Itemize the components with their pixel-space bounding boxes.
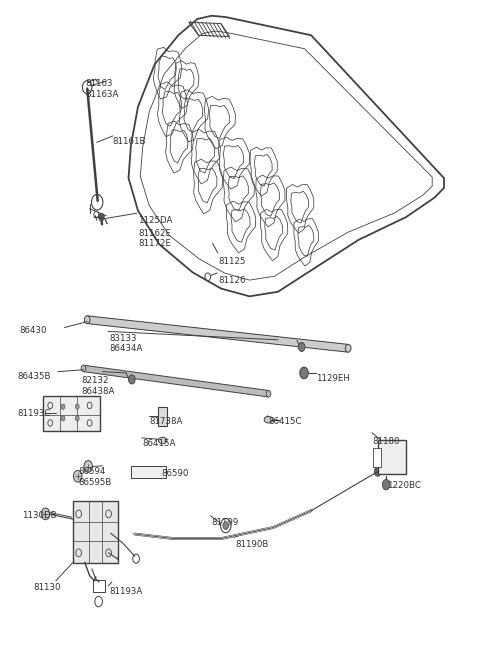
Text: 82132
86438A: 82132 86438A [81, 376, 114, 396]
Circle shape [84, 316, 90, 324]
Text: 81162E
81172E: 81162E 81172E [138, 229, 171, 248]
Text: 81163
81163A: 81163 81163A [86, 79, 119, 99]
Text: 81125: 81125 [219, 257, 246, 267]
Circle shape [374, 467, 381, 476]
Circle shape [61, 416, 65, 421]
Text: 81161B: 81161B [112, 137, 145, 146]
Circle shape [300, 367, 308, 379]
Circle shape [266, 390, 271, 397]
Ellipse shape [264, 417, 273, 423]
Text: 86435B: 86435B [17, 371, 50, 381]
Text: 81193A: 81193A [109, 588, 143, 596]
Circle shape [129, 375, 135, 384]
Circle shape [73, 470, 82, 482]
Circle shape [98, 213, 104, 221]
Circle shape [345, 345, 351, 352]
Text: 1130DB: 1130DB [22, 511, 56, 519]
Text: 1129EH: 1129EH [316, 374, 350, 383]
Circle shape [75, 404, 79, 409]
Text: 86590: 86590 [162, 469, 189, 478]
Text: 1125DA: 1125DA [138, 215, 172, 225]
Text: 81738A: 81738A [150, 417, 183, 426]
Text: 81199: 81199 [212, 519, 239, 527]
FancyBboxPatch shape [158, 407, 168, 426]
FancyBboxPatch shape [131, 466, 167, 478]
Text: 81126: 81126 [219, 276, 246, 284]
Text: 81130: 81130 [34, 583, 61, 591]
Circle shape [41, 508, 50, 519]
FancyBboxPatch shape [73, 501, 118, 563]
Text: 1220BC: 1220BC [387, 481, 421, 490]
Circle shape [84, 460, 93, 472]
Polygon shape [84, 365, 268, 397]
FancyBboxPatch shape [378, 440, 406, 474]
FancyBboxPatch shape [373, 447, 382, 467]
Text: 86594
86595B: 86594 86595B [79, 467, 112, 487]
Text: 81193C: 81193C [17, 409, 50, 419]
Text: 86415C: 86415C [268, 417, 302, 426]
FancyBboxPatch shape [43, 396, 100, 432]
Text: 81180: 81180 [373, 437, 400, 445]
Circle shape [299, 343, 305, 352]
Circle shape [61, 404, 65, 409]
Text: 83133
86434A: 83133 86434A [109, 334, 143, 354]
Circle shape [383, 479, 390, 490]
Text: 86415A: 86415A [143, 440, 176, 448]
Circle shape [223, 521, 228, 529]
Circle shape [81, 365, 86, 371]
Circle shape [75, 416, 79, 421]
Ellipse shape [158, 438, 167, 443]
Text: 86430: 86430 [19, 326, 47, 335]
Text: 81190B: 81190B [235, 540, 269, 549]
Polygon shape [87, 316, 348, 352]
